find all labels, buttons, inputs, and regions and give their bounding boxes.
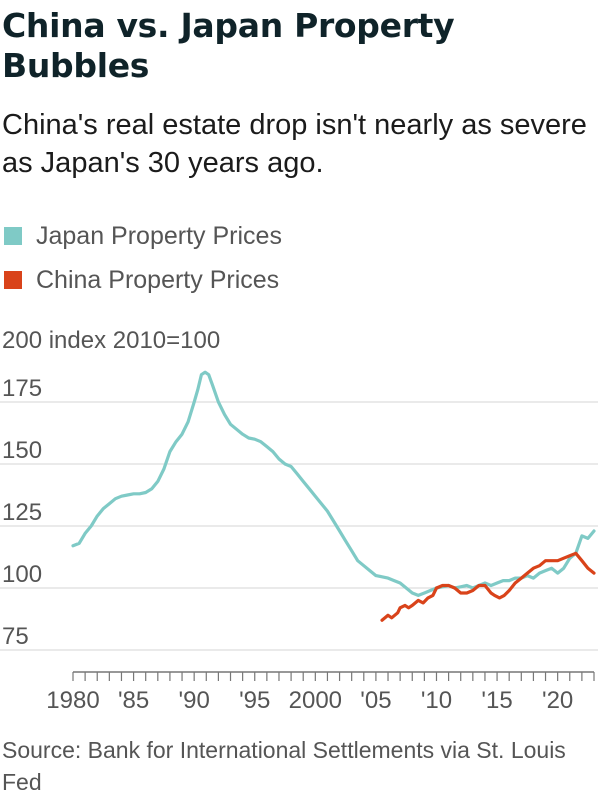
x-tick-label-1990: '90 bbox=[179, 687, 210, 714]
y-tick-label-200: 200 index 2010=100 bbox=[2, 327, 220, 354]
legend-swatch-japan bbox=[4, 227, 22, 245]
x-tick-label-1995: '95 bbox=[239, 687, 270, 714]
y-tick-label-125: 125 bbox=[2, 499, 42, 526]
x-tick-label-2020: '20 bbox=[542, 687, 573, 714]
y-tick-label-75: 75 bbox=[2, 623, 29, 650]
legend: Japan Property Prices China Property Pri… bbox=[4, 214, 594, 302]
y-tick-label-175: 175 bbox=[2, 375, 42, 402]
legend-item-china: China Property Prices bbox=[4, 258, 594, 302]
legend-label-japan: Japan Property Prices bbox=[36, 221, 282, 250]
series-line-china bbox=[380, 551, 596, 622]
series-line-japan bbox=[71, 370, 596, 597]
x-tick-label-2015: '15 bbox=[481, 687, 512, 714]
y-tick-label-150: 150 bbox=[2, 437, 42, 464]
y-tick-label-100: 100 bbox=[2, 561, 42, 588]
chart-subtitle: China's real estate drop isn't nearly as… bbox=[2, 109, 587, 179]
x-tick-label-1980: 1980 bbox=[46, 687, 99, 714]
x-tick-label-2000: 2000 bbox=[289, 687, 342, 714]
x-tick-label-2005: '05 bbox=[360, 687, 391, 714]
legend-swatch-china bbox=[4, 271, 22, 289]
x-tick-label-1985: '85 bbox=[118, 687, 149, 714]
legend-label-china: China Property Prices bbox=[36, 265, 280, 294]
legend-item-japan: Japan Property Prices bbox=[4, 214, 594, 258]
x-tick-label-2010: '10 bbox=[421, 687, 452, 714]
line-chart: 75 100 125 150 175 200 index 2010=100 1980 '85 '… bbox=[0, 327, 598, 714]
chart-title: China vs. Japan Property Bubbles bbox=[2, 6, 455, 85]
source-note: Source: Bank for International Settlemen… bbox=[2, 737, 566, 795]
